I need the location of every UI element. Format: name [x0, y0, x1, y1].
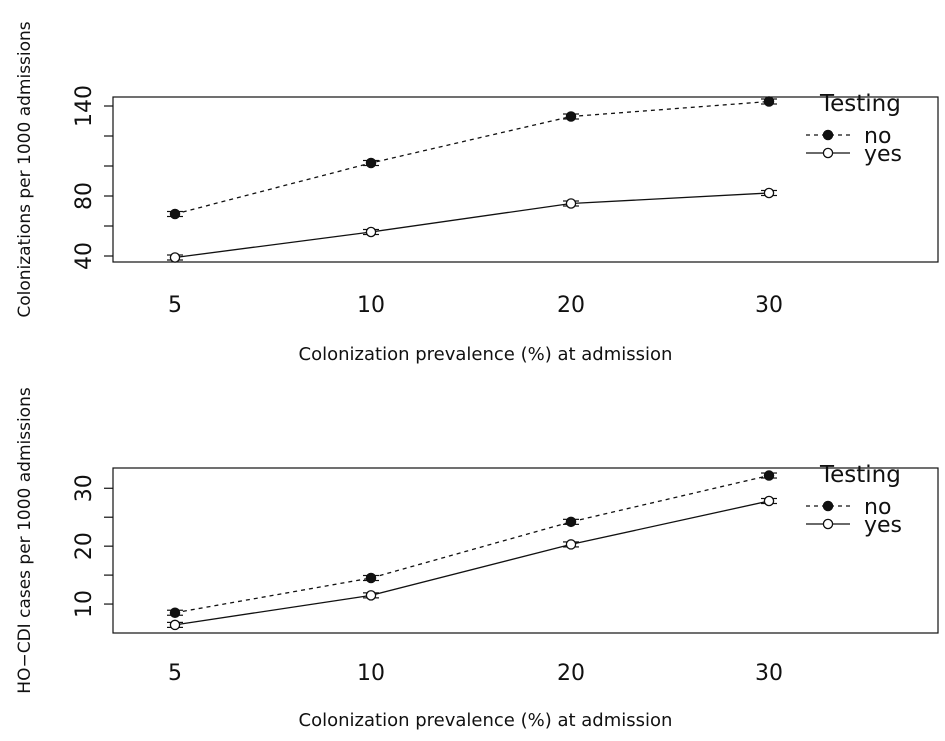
x-axis-label: Colonization prevalence (%) at admission: [299, 344, 673, 365]
data-point-no: [763, 470, 775, 481]
y-tick-label: 80: [72, 182, 97, 210]
legend-title: Testing: [819, 462, 901, 488]
data-point-yes: [169, 252, 181, 263]
legend-label-no: no: [864, 495, 891, 520]
series-line-no: [174, 100, 770, 215]
data-point-no: [169, 607, 181, 618]
data-point-yes: [763, 187, 775, 199]
y-tick-label: 140: [72, 85, 97, 127]
plot-frame: [112, 96, 939, 263]
series-line-no: [174, 474, 770, 614]
x-tick-label: 10: [357, 661, 385, 686]
chart-panel-2: 10 20 30 HO−CDI cases per 1000 admissions 5 1…: [15, 387, 939, 731]
legend-marker-no: [822, 129, 834, 141]
x-tick-label: 30: [755, 293, 783, 318]
series-line-yes: [174, 500, 770, 626]
legend-marker-yes: [822, 518, 834, 530]
plot-frame: [112, 467, 939, 634]
y-axis-label: Colonizations per 1000 admissions: [15, 21, 35, 317]
legend-marker-no: [822, 500, 834, 512]
x-axis-label: Colonization prevalence (%) at admission: [299, 710, 673, 731]
legend-label-no: no: [864, 124, 891, 149]
x-tick-label: 30: [755, 661, 783, 686]
chart-panel-1: 40 80 140 Colonizations per 1000 admissions…: [15, 21, 939, 365]
y-axis-label: HO−CDI cases per 1000 admissions: [15, 387, 35, 694]
data-point-no: [565, 516, 577, 528]
data-point-no: [365, 572, 377, 584]
data-point-no: [365, 157, 377, 169]
data-point-no: [763, 96, 775, 107]
y-tick-label: 40: [72, 242, 97, 270]
data-point-yes: [365, 590, 377, 601]
legend-label-yes: yes: [864, 142, 902, 167]
data-point-yes: [169, 619, 181, 631]
data-point-yes: [565, 539, 577, 550]
data-point-yes: [763, 495, 775, 507]
legend-label-yes: yes: [864, 513, 902, 538]
legend-marker-yes: [822, 147, 834, 159]
data-point-no: [565, 111, 577, 122]
data-point-yes: [565, 198, 577, 209]
x-tick-label: 5: [168, 293, 182, 318]
data-point-yes: [365, 226, 377, 238]
x-tick-label: 20: [557, 293, 585, 318]
data-point-no: [169, 208, 181, 220]
legend-title: Testing: [819, 91, 901, 117]
series-line-yes: [174, 192, 770, 259]
y-tick-label: 10: [72, 590, 97, 618]
x-tick-label: 20: [557, 661, 585, 686]
x-tick-label: 10: [357, 293, 385, 318]
x-tick-label: 5: [168, 661, 182, 686]
y-tick-label: 30: [72, 474, 97, 502]
y-tick-label: 20: [72, 532, 97, 560]
